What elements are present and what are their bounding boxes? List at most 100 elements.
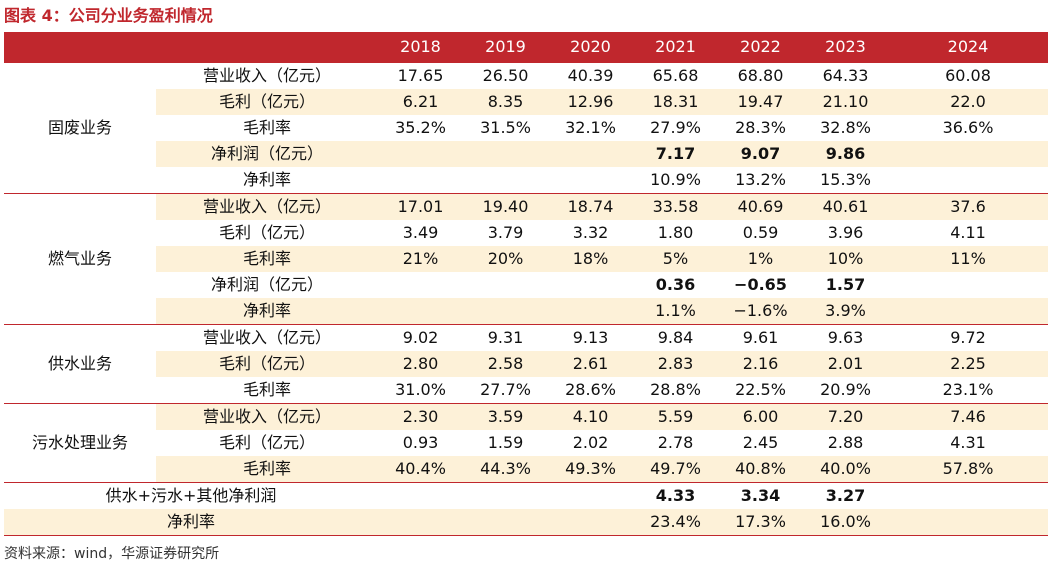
value-cell bbox=[378, 509, 463, 536]
value-cell: 7.20 bbox=[803, 403, 888, 430]
metric-label: 营业收入（亿元） bbox=[156, 62, 378, 89]
value-cell bbox=[548, 141, 633, 167]
value-cell: 17.65 bbox=[378, 62, 463, 89]
value-cell: 28.3% bbox=[735, 118, 786, 137]
value-cell: 20.9% bbox=[820, 380, 871, 399]
value-cell: 3.27 bbox=[803, 482, 888, 509]
value-cell bbox=[548, 272, 633, 298]
metric-label: 供水+污水+其他净利润 bbox=[4, 482, 378, 509]
value-cell: 21% bbox=[378, 246, 463, 272]
value-cell: 3.96 bbox=[827, 223, 864, 242]
table-row: 毛利（亿元） 6.21 8.35 12.96 18.31 19.47 21.10 22.0 bbox=[4, 89, 1048, 115]
segment-label: 污水处理业务 bbox=[4, 403, 156, 483]
value-cell: 2.01 bbox=[803, 351, 888, 377]
value-cell: 2.88 bbox=[827, 433, 864, 452]
segment-label: 固废业务 bbox=[4, 62, 156, 194]
value-cell: 11% bbox=[888, 246, 1048, 272]
value-cell: 22.0 bbox=[888, 89, 1048, 115]
segment-profit-table: 2018 2019 2020 2021 2022 2023 2024 固废业务营… bbox=[4, 32, 1048, 536]
value-cell: 9.31 bbox=[463, 324, 548, 351]
value-cell bbox=[548, 482, 633, 509]
value-cell: 60.08 bbox=[888, 62, 1048, 89]
value-cell: 49.7% bbox=[633, 456, 718, 483]
value-cell: −1.6% bbox=[718, 298, 803, 325]
metric-label: 毛利率 bbox=[242, 118, 291, 137]
value-cell bbox=[378, 167, 463, 194]
metric-label: 毛利（亿元） bbox=[218, 223, 315, 242]
table-row: 污水处理业务 营业收入（亿元） 2.30 3.59 4.10 5.59 6.00 7.20 7.… bbox=[4, 403, 1048, 483]
header-blank bbox=[4, 32, 156, 63]
value-cell: 32.8% bbox=[820, 118, 871, 137]
value-cell: 27.7% bbox=[480, 380, 531, 399]
value-cell: 10% bbox=[803, 246, 888, 272]
value-cell: 40.69 bbox=[718, 193, 803, 220]
year-header: 2018 bbox=[378, 32, 463, 63]
value-cell: 33.58 bbox=[633, 193, 718, 220]
value-cell: 8.35 bbox=[463, 89, 548, 115]
value-cell: 2.58 bbox=[463, 351, 548, 377]
value-cell bbox=[463, 482, 548, 509]
metric-label: 净利润（亿元） bbox=[210, 275, 323, 294]
value-cell: 2.80 bbox=[378, 351, 463, 377]
value-cell: 35.2% bbox=[395, 118, 446, 137]
value-cell: 2.30 bbox=[378, 403, 463, 430]
value-cell: 2.16 bbox=[718, 351, 803, 377]
segment-label: 燃气业务 bbox=[4, 193, 156, 325]
value-cell: 2.02 bbox=[572, 433, 609, 452]
value-cell: 17.3% bbox=[718, 509, 803, 536]
metric-label: 毛利（亿元） bbox=[156, 351, 378, 377]
header-row: 2018 2019 2020 2021 2022 2023 2024 bbox=[4, 32, 1048, 63]
value-cell: 2.61 bbox=[548, 351, 633, 377]
value-cell: 6.21 bbox=[378, 89, 463, 115]
value-cell: 21.10 bbox=[803, 89, 888, 115]
year-header: 2019 bbox=[463, 32, 548, 63]
table-row: 燃气业务 营业收入（亿元） 17.01 19.40 18.74 33.58 40.69 40.… bbox=[4, 193, 1048, 325]
value-cell: 1.59 bbox=[487, 433, 524, 452]
metric-label: 毛利率 bbox=[156, 456, 378, 483]
value-cell bbox=[378, 482, 463, 509]
value-cell: 0.59 bbox=[742, 223, 779, 242]
value-cell: 57.8% bbox=[888, 456, 1048, 483]
table-row: 供水+污水+其他净利润 4.33 3.34 3.27 bbox=[4, 482, 1048, 509]
value-cell: 65.68 bbox=[633, 62, 718, 89]
value-cell: 9.86 bbox=[803, 141, 888, 167]
table-row: 毛利（亿元） 2.80 2.58 2.61 2.83 2.16 2.01 2.25 bbox=[4, 351, 1048, 377]
value-cell: 0.93 bbox=[402, 433, 439, 452]
metric-label: 净利率 bbox=[4, 509, 378, 536]
value-cell bbox=[378, 298, 463, 325]
value-cell: 64.33 bbox=[803, 62, 888, 89]
value-cell bbox=[888, 482, 1048, 509]
value-cell: 20% bbox=[463, 246, 548, 272]
value-cell: 40.4% bbox=[378, 456, 463, 483]
metric-label: 毛利率 bbox=[242, 380, 291, 399]
table-row: 毛利率 31.0% 27.7% 28.6% 28.8% 22.5% 20.9% 23.1% bbox=[4, 377, 1048, 404]
metric-label: 营业收入（亿元） bbox=[156, 403, 378, 430]
table-row: 净利率 23.4% 17.3% 16.0% bbox=[4, 509, 1048, 536]
value-cell bbox=[888, 509, 1048, 536]
value-cell: 68.80 bbox=[718, 62, 803, 89]
value-cell: 9.07 bbox=[718, 141, 803, 167]
figure-title: 图表 4：公司分业务盈利情况 bbox=[4, 6, 213, 25]
segment-label: 供水业务 bbox=[4, 324, 156, 404]
value-cell: 10.9% bbox=[650, 170, 701, 189]
value-cell: 4.33 bbox=[633, 482, 718, 509]
value-cell: −0.65 bbox=[734, 275, 787, 294]
table-row: 固废业务 营业收入（亿元） 17.65 26.50 40.39 65.68 68.80 64.… bbox=[4, 62, 1048, 194]
value-cell: 9.02 bbox=[378, 324, 463, 351]
year-header: 2024 bbox=[888, 32, 1048, 63]
table-row: 净利润（亿元） 0.36 −0.65 1.57 bbox=[4, 272, 1048, 298]
table-row: 毛利率 21% 20% 18% 5% 1% 10% 11% bbox=[4, 246, 1048, 272]
value-cell: 28.8% bbox=[650, 380, 701, 399]
value-cell: 37.6 bbox=[888, 193, 1048, 220]
value-cell bbox=[888, 167, 1048, 194]
table-row: 毛利（亿元） 3.49 3.79 3.32 1.80 0.59 3.96 4.11 bbox=[4, 220, 1048, 246]
value-cell: 32.1% bbox=[565, 118, 616, 137]
value-cell: 2.78 bbox=[657, 433, 694, 452]
value-cell: 19.40 bbox=[463, 193, 548, 220]
value-cell: 1.80 bbox=[657, 223, 694, 242]
metric-label: 毛利（亿元） bbox=[218, 433, 315, 452]
value-cell: 7.17 bbox=[633, 141, 718, 167]
value-cell: 28.6% bbox=[565, 380, 616, 399]
value-cell bbox=[548, 509, 633, 536]
value-cell: 1% bbox=[718, 246, 803, 272]
